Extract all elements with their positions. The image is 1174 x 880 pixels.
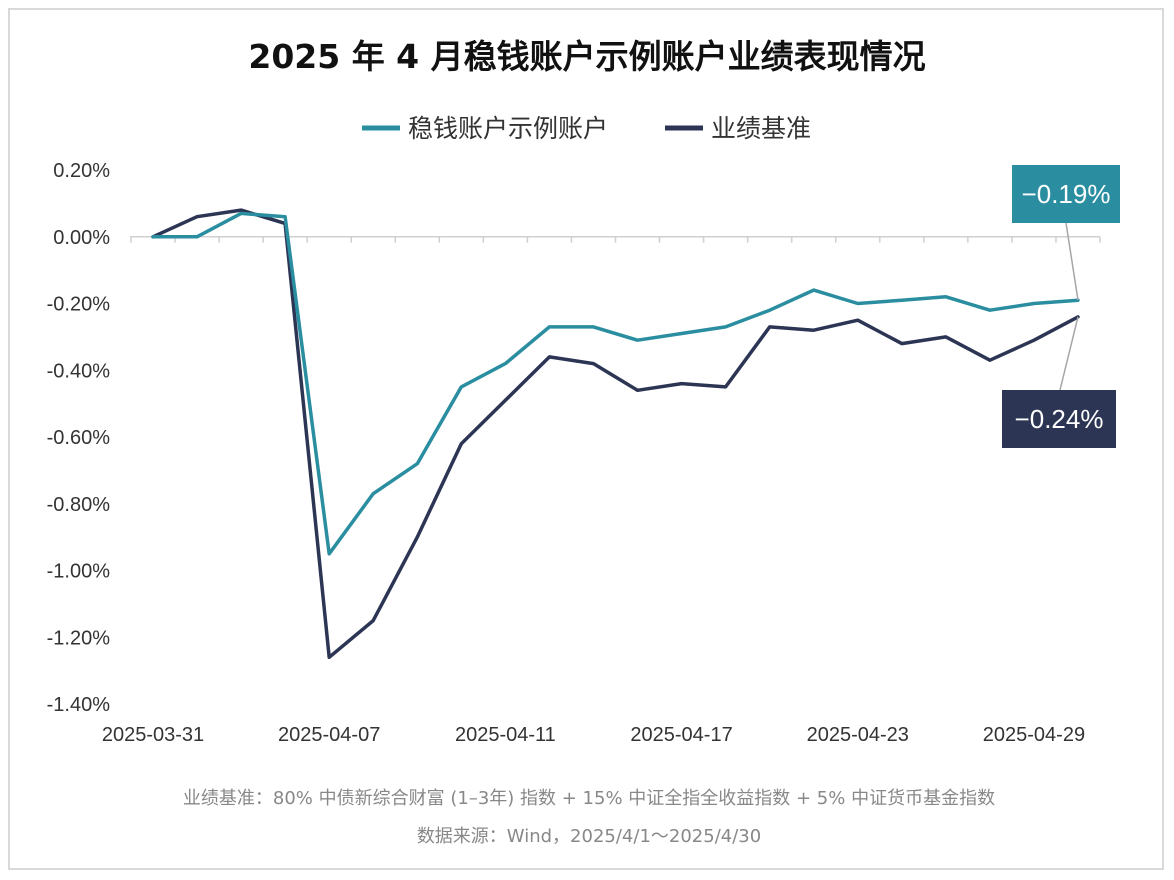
- y-tick-label: -1.00%: [47, 561, 111, 583]
- x-tick-label: 2025-04-11: [455, 724, 556, 746]
- y-tick-label: -1.20%: [47, 627, 111, 649]
- callout-benchmark-leader: [1059, 316, 1079, 391]
- y-tick-label: -1.40%: [47, 694, 111, 716]
- x-axis: 2025-03-31 2025-04-07 2025-04-11 2025-04-17…: [102, 236, 1101, 746]
- chart-title: 2025 年 4 月稳钱账户示例账户业绩表现情况: [248, 37, 925, 76]
- end-callouts: −0.19% −0.24%: [1002, 165, 1120, 448]
- callout-benchmark-box: [1002, 390, 1116, 448]
- y-tick-label: -0.20%: [47, 294, 111, 316]
- source-note: 数据来源：Wind，2025/4/1～2025/4/30: [417, 826, 761, 847]
- callout-account-box: [1012, 165, 1120, 223]
- y-tick-label: -0.80%: [47, 494, 111, 516]
- y-tick-label: 0.20%: [53, 160, 110, 182]
- y-tick-label: 0.00%: [53, 227, 110, 249]
- y-tick-label: -0.40%: [47, 360, 111, 382]
- series-layer: [151, 208, 1080, 660]
- y-axis: 0.20% 0.00% -0.20% -0.40% -0.60% -0.80% -1.00%…: [47, 160, 111, 716]
- series-line-benchmark: [151, 208, 1080, 660]
- x-tick-label: 2025-03-31: [102, 724, 204, 746]
- series-line-account: [151, 211, 1080, 556]
- legend-label-account: 稳钱账户示例账户: [408, 114, 608, 143]
- x-tick-label: 2025-04-07: [278, 724, 380, 746]
- x-tick-label: 2025-04-29: [983, 724, 1085, 746]
- callout-account-leader: [1065, 222, 1079, 301]
- x-tick-label: 2025-04-17: [630, 724, 732, 746]
- legend-label-benchmark: 业绩基准: [711, 114, 811, 143]
- callout-benchmark-label: −0.24%: [1015, 404, 1104, 434]
- benchmark-note: 业绩基准：80% 中债新综合财富 (1–3年) 指数 + 15% 中证全指全收益…: [183, 788, 995, 809]
- chart-frame: [8, 8, 1164, 870]
- legend: 稳钱账户示例账户 业绩基准: [362, 114, 811, 143]
- y-tick-label: -0.60%: [47, 427, 111, 449]
- x-tick-label: 2025-04-23: [807, 724, 909, 746]
- callout-account-label: −0.19%: [1022, 179, 1111, 209]
